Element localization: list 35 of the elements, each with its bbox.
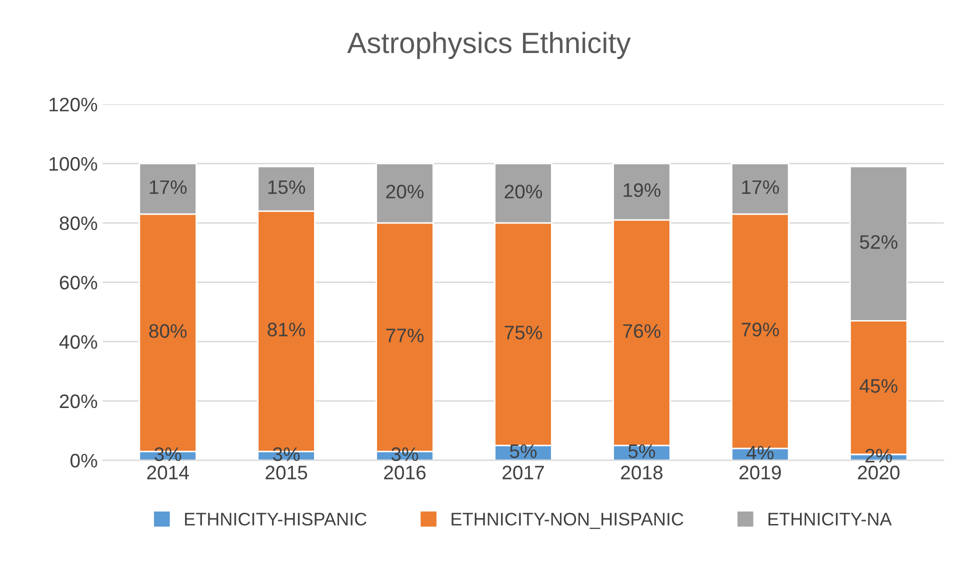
y-tick-label: 0% (70, 454, 98, 468)
data-label: 20% (504, 184, 542, 198)
y-tick-label: 40% (59, 335, 98, 349)
data-label: 45% (860, 379, 898, 393)
data-label: 17% (742, 180, 779, 194)
data-label: 5% (510, 444, 537, 458)
data-label: 5% (628, 444, 656, 458)
y-tick-label: 20% (60, 394, 98, 408)
data-label: 52% (860, 235, 898, 249)
y-tick-label: 100% (50, 157, 98, 171)
x-tick-label: 2016 (384, 466, 426, 480)
x-tick-label: 2014 (147, 466, 189, 480)
y-tick-label: 60% (60, 276, 98, 290)
data-label: 77% (386, 328, 424, 342)
data-label: 76% (623, 324, 660, 338)
data-label: 4% (746, 446, 774, 460)
y-tick-label: 120% (50, 98, 98, 112)
legend-label: ETHNICITY-NON_HISPANIC (452, 512, 684, 529)
data-label: 20% (386, 184, 424, 198)
x-tick-label: 2015 (266, 466, 308, 480)
x-tick-label: 2019 (740, 466, 781, 480)
chart-title: Astrophysics Ethnicity (347, 32, 631, 60)
legend-label: ETHNICITY-NA (768, 512, 892, 526)
data-label: 15% (268, 180, 306, 194)
x-tick-label: 2018 (621, 466, 662, 480)
x-tick-label: 2017 (502, 466, 544, 480)
data-label: 79% (742, 322, 779, 336)
data-label: 80% (149, 324, 187, 338)
legend-label: ETHNICITY-HISPANIC (185, 512, 366, 526)
data-label: 17% (150, 180, 187, 194)
y-tick-label: 80% (60, 216, 98, 230)
data-label: 19% (624, 183, 660, 197)
data-label: 81% (268, 322, 306, 336)
data-label: 75% (504, 326, 542, 340)
x-tick-label: 2020 (858, 466, 900, 480)
